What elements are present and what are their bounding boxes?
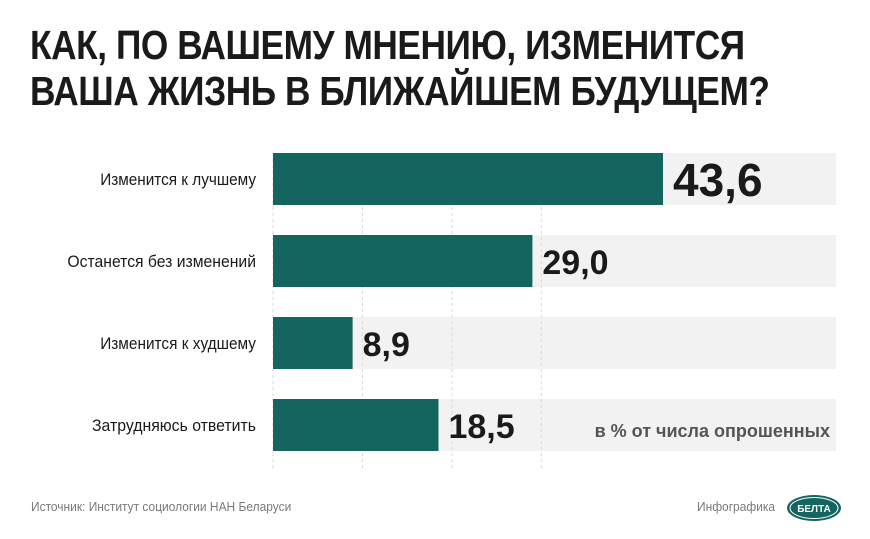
- logo-text: БЕЛТА: [797, 504, 831, 515]
- value-label: 43,6: [673, 154, 763, 206]
- value-label: 8,9: [363, 326, 410, 364]
- bar: [273, 153, 663, 205]
- chart-title: КАК, ПО ВАШЕМУ МНЕНИЮ, ИЗМЕНИТСЯ ВАША ЖИ…: [30, 22, 850, 114]
- chart-title-line-2: ВАША ЖИЗНЬ В БЛИЖАЙШЕМ БУДУЩЕМ?: [30, 68, 770, 114]
- value-label: 29,0: [542, 244, 608, 282]
- source-note: Источник: Институт социологии НАН Белару…: [31, 499, 292, 514]
- category-label: Изменится к лучшему: [100, 170, 256, 189]
- bar-chart: Изменится к лучшему 43,6 Останется без изм…: [67, 153, 836, 470]
- value-label: 18,5: [448, 408, 514, 446]
- bar: [273, 235, 533, 287]
- category-label: Изменится к худшему: [100, 334, 256, 353]
- belta-logo: БЕЛТА: [787, 495, 841, 521]
- bar-track-3: [273, 317, 836, 369]
- unit-note: в % от числа опрошенных: [595, 421, 830, 441]
- bar: [273, 317, 353, 369]
- bar: [273, 399, 439, 451]
- chart-title-line-1: КАК, ПО ВАШЕМУ МНЕНИЮ, ИЗМЕНИТСЯ: [30, 22, 745, 68]
- category-label: Останется без изменений: [67, 252, 256, 271]
- category-label: Затрудняюсь ответить: [92, 416, 256, 435]
- infographic-label: Инфографика: [697, 499, 776, 514]
